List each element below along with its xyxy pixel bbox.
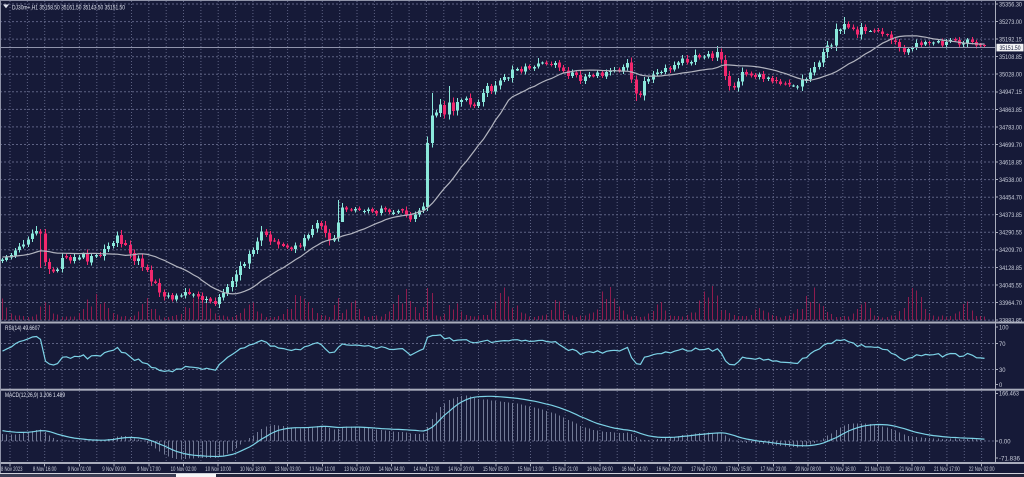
svg-text:35192.15: 35192.15 bbox=[999, 37, 1022, 44]
svg-text:34618.85: 34618.85 bbox=[999, 159, 1022, 166]
svg-text:8 Nov 2023: 8 Nov 2023 bbox=[1, 466, 23, 473]
svg-text:21 Nov 09:00: 21 Nov 09:00 bbox=[899, 466, 925, 473]
svg-text:-71.836: -71.836 bbox=[999, 455, 1020, 462]
svg-text:70: 70 bbox=[999, 341, 1006, 348]
svg-text:22 Nov 02:00: 22 Nov 02:00 bbox=[969, 466, 995, 473]
svg-text:10 Nov 18:00: 10 Nov 18:00 bbox=[240, 466, 266, 473]
svg-text:17 Nov 23:00: 17 Nov 23:00 bbox=[761, 466, 787, 473]
svg-text:14 Nov 04:00: 14 Nov 04:00 bbox=[379, 466, 405, 473]
svg-text:34454.70: 34454.70 bbox=[999, 195, 1022, 202]
svg-text:0: 0 bbox=[999, 382, 1003, 389]
svg-text:100: 100 bbox=[999, 324, 1009, 331]
svg-text:13 Nov 11:00: 13 Nov 11:00 bbox=[309, 466, 335, 473]
svg-text:35108.85: 35108.85 bbox=[999, 54, 1022, 61]
svg-text:17 Nov 15:00: 17 Nov 15:00 bbox=[726, 466, 752, 473]
svg-text:34128.85: 34128.85 bbox=[999, 265, 1022, 272]
svg-text:9 Nov 17:00: 9 Nov 17:00 bbox=[137, 466, 161, 473]
svg-text:34783.00: 34783.00 bbox=[999, 124, 1022, 131]
svg-text:34699.70: 34699.70 bbox=[999, 142, 1022, 149]
svg-text:21 Nov 01:00: 21 Nov 01:00 bbox=[865, 466, 891, 473]
svg-text:15 Nov 13:00: 15 Nov 13:00 bbox=[518, 466, 544, 473]
svg-text:14 Nov 12:00: 14 Nov 12:00 bbox=[414, 466, 440, 473]
svg-text:35356.30: 35356.30 bbox=[999, 1, 1022, 8]
svg-text:DJ30m+,H1 35158.50 35161.50 35: DJ30m+,H1 35158.50 35161.50 35143.50 351… bbox=[12, 5, 125, 12]
svg-text:8 Nov 16:00: 8 Nov 16:00 bbox=[33, 466, 57, 473]
svg-text:20 Nov 08:00: 20 Nov 08:00 bbox=[795, 466, 821, 473]
svg-text:13 Nov 19:00: 13 Nov 19:00 bbox=[344, 466, 370, 473]
svg-text:10 Nov 10:00: 10 Nov 10:00 bbox=[205, 466, 231, 473]
svg-text:10 Nov 02:00: 10 Nov 02:00 bbox=[171, 466, 197, 473]
svg-text:15 Nov 21:00: 15 Nov 21:00 bbox=[552, 466, 578, 473]
svg-text:0.00: 0.00 bbox=[999, 438, 1011, 445]
svg-text:34538.00: 34538.00 bbox=[999, 177, 1022, 184]
svg-text:14 Nov 20:00: 14 Nov 20:00 bbox=[448, 466, 474, 473]
svg-text:16 Nov 22:00: 16 Nov 22:00 bbox=[656, 466, 682, 473]
svg-text:34947.15: 34947.15 bbox=[999, 89, 1022, 96]
svg-text:21 Nov 17:00: 21 Nov 17:00 bbox=[934, 466, 960, 473]
svg-text:34209.70: 34209.70 bbox=[999, 247, 1022, 254]
svg-text:35151.50: 35151.50 bbox=[1000, 45, 1021, 52]
svg-text:13 Nov 03:00: 13 Nov 03:00 bbox=[275, 466, 301, 473]
svg-text:166.463: 166.463 bbox=[999, 391, 1019, 398]
svg-text:20 Nov 16:00: 20 Nov 16:00 bbox=[830, 466, 856, 473]
svg-text:33964.70: 33964.70 bbox=[999, 300, 1022, 307]
svg-text:MACD(12,26,9) 3.206 1.489: MACD(12,26,9) 3.206 1.489 bbox=[5, 392, 65, 399]
svg-text:15 Nov 05:00: 15 Nov 05:00 bbox=[483, 466, 509, 473]
svg-text:34863.85: 34863.85 bbox=[999, 107, 1022, 114]
svg-text:33883.85: 33883.85 bbox=[999, 318, 1022, 325]
svg-text:34373.85: 34373.85 bbox=[999, 212, 1022, 219]
svg-text:35028.00: 35028.00 bbox=[999, 72, 1022, 79]
svg-text:34045.55: 34045.55 bbox=[999, 282, 1022, 289]
svg-text:9 Nov 09:00: 9 Nov 09:00 bbox=[102, 466, 126, 473]
svg-text:9 Nov 01:00: 9 Nov 01:00 bbox=[68, 466, 92, 473]
svg-text:16 Nov 14:00: 16 Nov 14:00 bbox=[622, 466, 648, 473]
svg-text:RSI(14) 49.6607: RSI(14) 49.6607 bbox=[5, 325, 40, 332]
svg-text:30: 30 bbox=[999, 367, 1006, 374]
svg-text:34290.55: 34290.55 bbox=[999, 230, 1022, 237]
svg-text:35273.00: 35273.00 bbox=[999, 19, 1022, 26]
svg-text:17 Nov 07:00: 17 Nov 07:00 bbox=[691, 466, 717, 473]
svg-text:16 Nov 06:00: 16 Nov 06:00 bbox=[587, 466, 613, 473]
